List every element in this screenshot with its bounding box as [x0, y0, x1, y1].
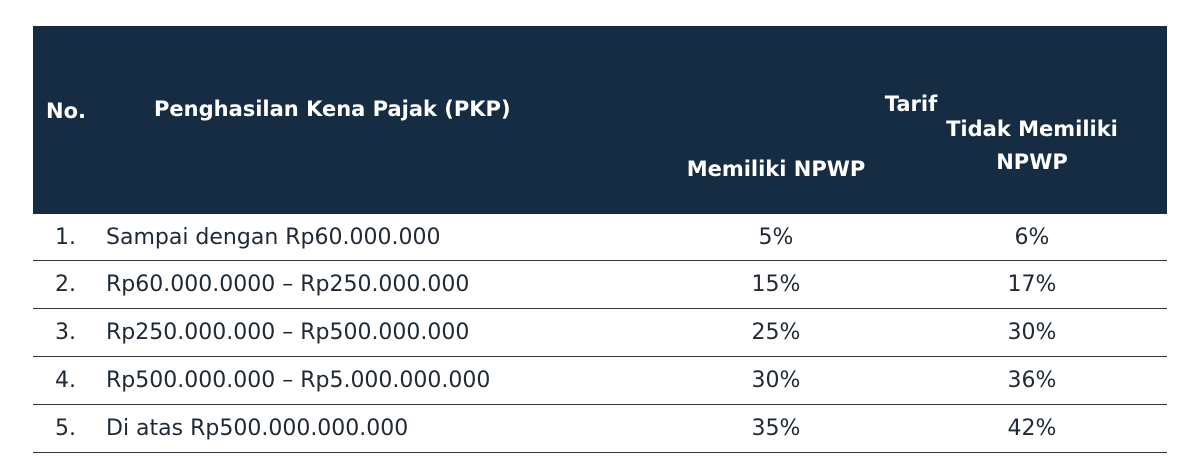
table-header: No. Penghasilan Kena Pajak (PKP) Tarif M…	[33, 26, 1168, 214]
cell-npwp-rate: 15%	[655, 260, 897, 309]
cell-npwp-rate: 35%	[655, 404, 897, 453]
cell-no-npwp-rate: 6%	[897, 214, 1168, 261]
cell-npwp-rate: 5%	[655, 214, 897, 261]
header-row-bottom: Memiliki NPWP Tidak Memiliki NPWP	[33, 117, 1168, 214]
cell-no: 3.	[33, 308, 106, 357]
tax-rate-table-container: No. Penghasilan Kena Pajak (PKP) Tarif M…	[33, 26, 1168, 453]
cell-no: 5.	[33, 404, 106, 453]
cell-pkp: Sampai dengan Rp60.000.000	[106, 214, 655, 261]
cell-pkp: Rp250.000.000 – Rp500.000.000	[106, 308, 655, 357]
cell-no-npwp-rate: 36%	[897, 356, 1168, 405]
header-no-npwp: Tidak Memiliki NPWP	[897, 117, 1168, 214]
table-row: 1. Sampai dengan Rp60.000.000 5% 6%	[33, 214, 1168, 261]
table-row: 4. Rp500.000.000 – Rp5.000.000.000 30% 3…	[33, 356, 1168, 405]
cell-pkp: Rp500.000.000 – Rp5.000.000.000	[106, 356, 655, 405]
header-tarif: Tarif	[655, 26, 1168, 132]
tax-rate-table: No. Penghasilan Kena Pajak (PKP) Tarif M…	[33, 26, 1168, 453]
cell-no: 1.	[33, 214, 106, 261]
cell-no-npwp-rate: 30%	[897, 308, 1168, 357]
cell-no: 2.	[33, 260, 106, 309]
cell-no: 4.	[33, 356, 106, 405]
header-pkp: Penghasilan Kena Pajak (PKP)	[106, 26, 655, 214]
table-row: 2. Rp60.000.0000 – Rp250.000.000 15% 17%	[33, 260, 1168, 309]
table-body: 1. Sampai dengan Rp60.000.000 5% 6% 2. R…	[33, 214, 1168, 453]
table-row: 3. Rp250.000.000 – Rp500.000.000 25% 30%	[33, 308, 1168, 357]
header-no: No.	[33, 26, 106, 214]
header-row-top: No. Penghasilan Kena Pajak (PKP) Tarif	[33, 26, 1168, 214]
cell-pkp: Rp60.000.0000 – Rp250.000.000	[106, 260, 655, 309]
cell-npwp-rate: 25%	[655, 308, 897, 357]
cell-pkp: Di atas Rp500.000.000.000	[106, 404, 655, 453]
cell-npwp-rate: 30%	[655, 356, 897, 405]
table-row: 5. Di atas Rp500.000.000.000 35% 42%	[33, 404, 1168, 453]
cell-no-npwp-rate: 17%	[897, 260, 1168, 309]
cell-no-npwp-rate: 42%	[897, 404, 1168, 453]
header-npwp: Memiliki NPWP	[655, 132, 897, 214]
